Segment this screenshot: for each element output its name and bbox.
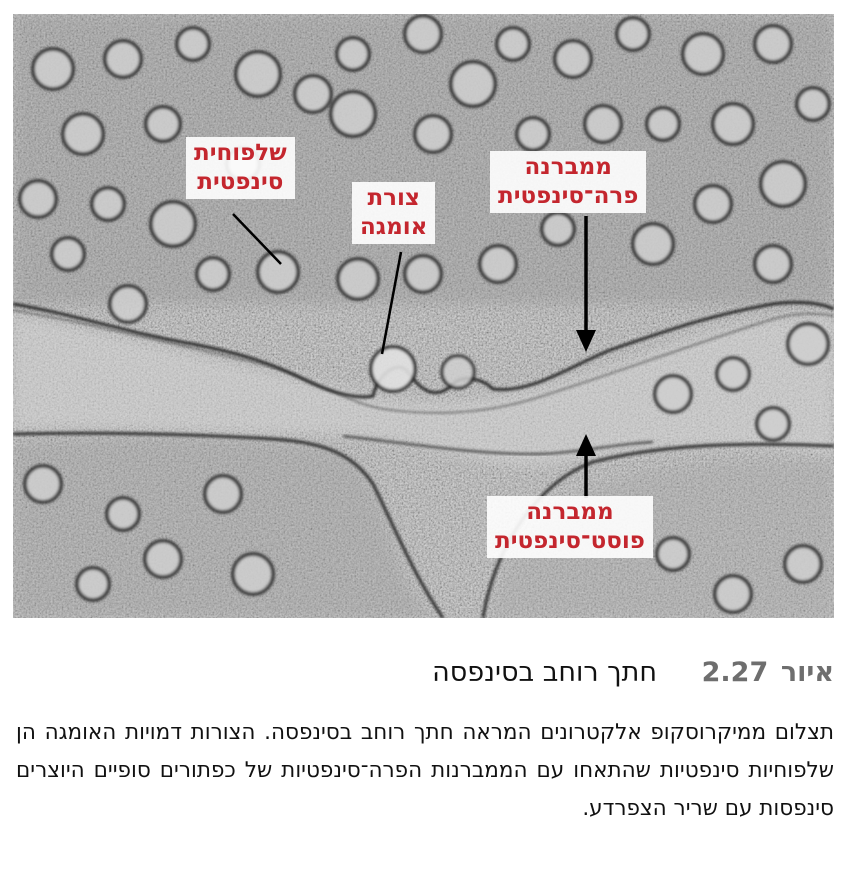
synaptic-vesicle [329,90,377,138]
vesicle-pointer-line [232,213,282,265]
label-presynaptic-membrane: ממברנה פרה־סינפטית [490,151,647,213]
synaptic-vesicle [103,39,143,79]
synaptic-vesicle [693,184,733,224]
synaptic-vesicle [23,464,63,504]
synaptic-vesicle [403,14,443,54]
label-line: ממברנה [524,154,612,180]
synaptic-vesicle [755,406,791,442]
synaptic-vesicle [149,200,197,248]
figure-number: 2.27 [701,657,769,688]
label-line: צורת [367,185,420,211]
synaptic-vesicle [144,105,182,143]
presynaptic-arrow-head [576,330,596,352]
synaptic-vesicle [195,256,231,292]
synaptic-vesicle [234,50,282,98]
synaptic-vesicle [293,74,333,114]
synaptic-vesicle [711,102,755,146]
figure-lead: איור [780,657,834,688]
synaptic-vesicle [715,356,751,392]
figure-title: חתך רוחב בסינפסה [432,657,658,688]
label-line: פוסט־סינפטית [495,528,645,554]
synaptic-vesicle [495,26,531,62]
synaptic-vesicle [336,257,380,301]
label-line: סינפטית [197,169,284,195]
synaptic-vesicle [783,544,823,584]
synaptic-vesicle [759,160,807,208]
synaptic-vesicle [203,474,243,514]
electron-micrograph: שלפוחית סינפטית צורת אומגה ממברנה פרה־סי… [13,14,834,618]
synaptic-vesicle [478,244,518,284]
synaptic-vesicle [231,552,275,596]
synaptic-vesicle [105,496,141,532]
synaptic-vesicle [449,60,497,108]
synaptic-vesicle [75,566,111,602]
synaptic-vesicle [515,116,551,152]
postsynaptic-arrow-head [576,434,596,456]
synaptic-vesicle [713,574,753,614]
synaptic-vesicle [175,26,211,62]
synaptic-vesicle [413,114,453,154]
synaptic-vesicle [753,244,793,284]
synaptic-vesicle [61,112,105,156]
synaptic-vesicle [583,104,623,144]
label-omega-shape: צורת אומגה [352,182,436,244]
label-line: ממברנה [526,499,614,525]
label-line: שלפוחית [194,140,287,166]
synaptic-vesicle [753,24,793,64]
label-postsynaptic-membrane: ממברנה פוסט־סינפטית [487,496,653,558]
micrograph-image [13,14,834,618]
synaptic-vesicle [653,374,693,414]
synaptic-vesicle [335,36,371,72]
synaptic-vesicle [90,186,126,222]
synaptic-vesicle [795,86,831,122]
label-line: פרה־סינפטית [498,183,639,209]
label-line: אומגה [360,214,428,240]
synaptic-vesicle [615,16,651,52]
synaptic-vesicle [143,539,183,579]
synaptic-vesicle [645,106,681,142]
synaptic-vesicle [31,47,75,91]
synaptic-vesicle [786,322,830,366]
synaptic-vesicle [18,179,58,219]
figure-caption-title: איור 2.27 חתך רוחב בסינפסה [432,657,834,688]
label-synaptic-vesicle: שלפוחית סינפטית [186,137,295,199]
figure-caption-body: תצלום ממיקרוסקופ אלקטרונים המראה חתך רוח… [16,720,834,821]
synaptic-vesicle [631,222,675,266]
synaptic-vesicle [655,536,691,572]
synaptic-vesicle [256,250,300,294]
synaptic-vesicle [50,236,86,272]
omega-pointer-line [380,251,403,355]
synaptic-vesicle [108,284,148,324]
synaptic-vesicle [553,39,593,79]
synaptic-vesicle [403,254,443,294]
synaptic-vesicle [540,211,576,247]
synaptic-vesicle [681,32,725,76]
